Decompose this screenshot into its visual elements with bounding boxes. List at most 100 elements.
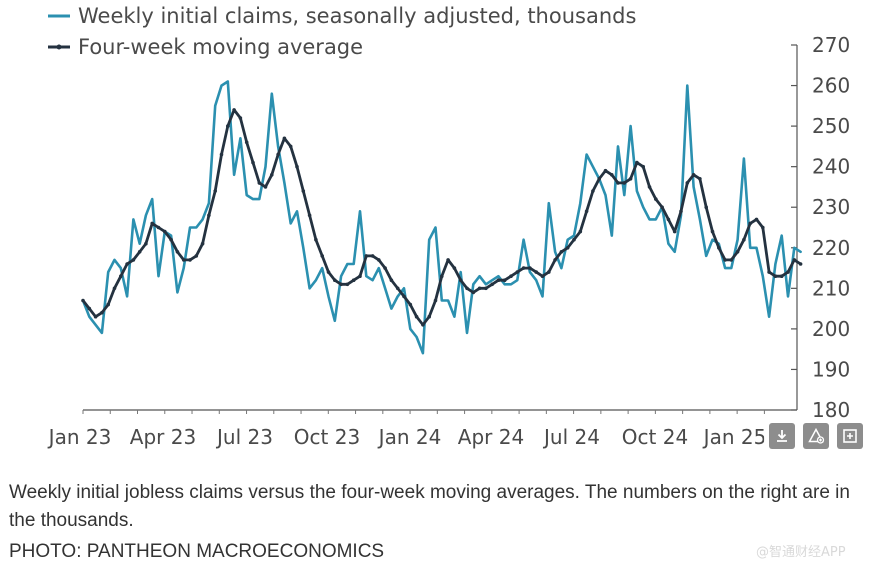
moving-average-point [188, 258, 192, 262]
moving-average-point [377, 258, 381, 262]
y-tick-label: 270 [812, 33, 850, 57]
download-button[interactable] [769, 423, 795, 449]
moving-average-point [440, 274, 444, 279]
moving-average-point [389, 278, 394, 283]
moving-average-point [137, 250, 142, 254]
moving-average-point [685, 181, 690, 185]
moving-average-point [307, 213, 312, 218]
moving-average-point [610, 173, 614, 177]
moving-average-point [584, 209, 589, 214]
moving-average-point [496, 278, 501, 283]
series-layer [81, 80, 803, 355]
legend-marker-moving-average [56, 44, 62, 50]
moving-average-point [547, 270, 551, 274]
moving-average-point [616, 181, 620, 185]
moving-average-point [238, 116, 243, 120]
moving-average-point [314, 237, 318, 242]
moving-average-point [446, 258, 450, 262]
moving-average-point [326, 270, 331, 274]
moving-average-point [244, 140, 249, 145]
expand-button[interactable] [837, 423, 863, 449]
moving-average-point [207, 213, 211, 218]
moving-average-point [320, 254, 325, 258]
moving-average-point [528, 266, 532, 270]
moving-average-point [666, 217, 671, 222]
moving-average-point [698, 177, 702, 181]
moving-average-point [735, 250, 740, 254]
moving-average-point [351, 278, 356, 283]
moving-average-point [773, 274, 778, 279]
moving-average-point [704, 205, 708, 209]
moving-average-point [622, 181, 627, 185]
y-tick-label: 240 [812, 155, 850, 179]
moving-average-point [559, 250, 564, 254]
moving-average-point [691, 173, 696, 177]
moving-average-point [477, 286, 482, 291]
moving-average-point [591, 189, 595, 193]
moving-average-point [660, 205, 664, 209]
moving-average-point [754, 217, 759, 222]
moving-average-point [402, 294, 406, 299]
moving-average-point [427, 314, 432, 319]
share-button[interactable] [803, 423, 829, 449]
moving-average-point [169, 237, 173, 242]
moving-average-point [226, 124, 230, 128]
moving-average-point [213, 189, 217, 193]
y-tick-label: 260 [812, 74, 850, 98]
moving-average-point [232, 108, 236, 112]
x-tick-label: Jan 23 [47, 425, 112, 449]
moving-average-point [572, 237, 576, 242]
y-tick-label: 220 [812, 236, 850, 260]
moving-average-point [433, 298, 438, 303]
moving-average-point [779, 274, 784, 279]
moving-average-point [672, 229, 677, 234]
moving-average-point [270, 173, 274, 177]
moving-average-point [786, 270, 790, 274]
moving-average-point [333, 278, 337, 283]
moving-average-point [452, 266, 457, 270]
y-tick-label: 250 [812, 114, 850, 138]
y-tick-label: 190 [812, 357, 850, 381]
moving-average-point [471, 290, 476, 295]
moving-average-point [358, 274, 362, 279]
y-tick-label: 200 [812, 317, 850, 341]
moving-average-point [251, 160, 255, 165]
share-icon [808, 427, 825, 444]
moving-average-point [112, 286, 117, 291]
moving-average-point [219, 152, 224, 157]
moving-average-point [502, 278, 507, 283]
moving-average-point [553, 258, 557, 262]
moving-average-point [509, 274, 513, 279]
x-tick-label: Apr 24 [458, 425, 524, 449]
x-tick-label: Jul 24 [542, 425, 600, 449]
moving-average-point [710, 229, 715, 234]
watermark: @智通财经APP [756, 545, 846, 560]
moving-average-point [465, 286, 469, 291]
moving-average-point [370, 254, 375, 258]
moving-average-point [175, 250, 180, 254]
moving-average-point [603, 168, 608, 173]
x-tick-label: Apr 23 [130, 425, 196, 449]
moving-average-point [106, 302, 110, 307]
x-tick-label: Oct 23 [294, 425, 360, 449]
moving-average-point [200, 241, 205, 246]
moving-average-point [150, 221, 154, 226]
moving-average-point [408, 302, 413, 307]
legend-item-weekly-claims: Weekly initial claims, seasonally adjust… [48, 4, 636, 28]
moving-average-point [490, 282, 495, 287]
figure-caption: Weekly initial jobless claims versus the… [9, 482, 850, 531]
moving-average-point [458, 278, 463, 283]
moving-average-point [125, 262, 129, 266]
moving-average-point [654, 197, 658, 201]
moving-average-point [742, 237, 746, 242]
photo-credit: PHOTO: PANTHEON MACROECONOMICS [9, 541, 385, 562]
moving-average-point [647, 185, 652, 189]
moving-average-point [534, 270, 538, 274]
moving-average-point [565, 246, 570, 250]
legend-label-moving-average: Four-week moving average [78, 35, 363, 59]
moving-average-point [144, 241, 148, 246]
moving-average-point [100, 310, 104, 315]
moving-average-point [301, 189, 306, 193]
moving-average-point [263, 185, 268, 189]
moving-average-point [414, 314, 419, 319]
